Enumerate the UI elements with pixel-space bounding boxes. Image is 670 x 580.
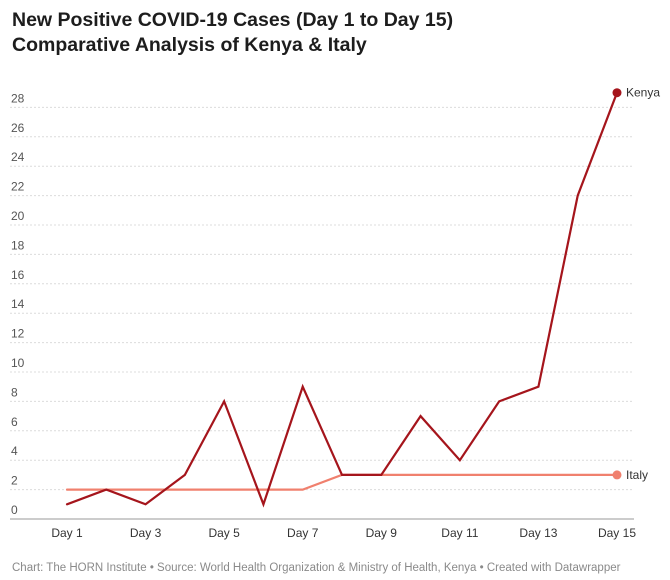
y-tick-label-26: 26 [11, 121, 25, 135]
y-tick-label-24: 24 [11, 150, 25, 164]
series-end-point-kenya [612, 88, 622, 98]
x-tick-label-day-3: Day 3 [130, 526, 162, 540]
y-tick-label-22: 22 [11, 180, 25, 194]
series-end-point-italy [612, 470, 622, 480]
x-axis-ticks: Day 1 Day 3 Day 5 Day 7 Day 9 Day 11 Day 13 Day… [51, 526, 636, 540]
x-tick-label-day-1: Day 1 [51, 526, 83, 540]
grid-lines [10, 106, 634, 520]
x-tick-label-day-11: Day 11 [441, 526, 478, 540]
y-tick-label-8: 8 [11, 385, 18, 399]
series-label-italy: Italy [626, 468, 648, 482]
series-line-italy [65, 473, 619, 491]
x-tick-label-day-9: Day 9 [366, 526, 398, 540]
y-tick-label-16: 16 [11, 268, 25, 282]
x-tick-label-day-13: Day 13 [519, 526, 557, 540]
y-tick-label-2: 2 [11, 474, 18, 488]
chart-title-line1: New Positive COVID-19 Cases (Day 1 to Da… [12, 9, 454, 31]
series-line-kenya [65, 91, 619, 508]
y-tick-label-4: 4 [11, 444, 18, 458]
x-tick-label-day-7: Day 7 [287, 526, 319, 540]
chart-title: New Positive COVID-19 Cases (Day 1 to Da… [12, 8, 453, 58]
y-tick-label-28: 28 [11, 91, 25, 105]
y-tick-label-6: 6 [11, 415, 18, 429]
y-tick-label-12: 12 [11, 327, 25, 341]
series-label-kenya: Kenya [626, 86, 660, 100]
x-tick-label-day-15: Day 15 [598, 526, 636, 540]
y-tick-label-14: 14 [11, 297, 25, 311]
x-tick-label-day-5: Day 5 [208, 526, 240, 540]
chart-title-line2: Comparative Analysis of Kenya & Italy [12, 34, 367, 56]
y-tick-label-0: 0 [11, 503, 18, 517]
series-labels: Italy Kenya [626, 86, 660, 482]
y-tick-label-10: 10 [11, 356, 25, 370]
y-tick-label-20: 20 [11, 209, 25, 223]
y-tick-label-18: 18 [11, 238, 25, 252]
chart-footer: Chart: The HORN Institute • Source: Worl… [12, 562, 621, 574]
series-lines [65, 88, 622, 508]
